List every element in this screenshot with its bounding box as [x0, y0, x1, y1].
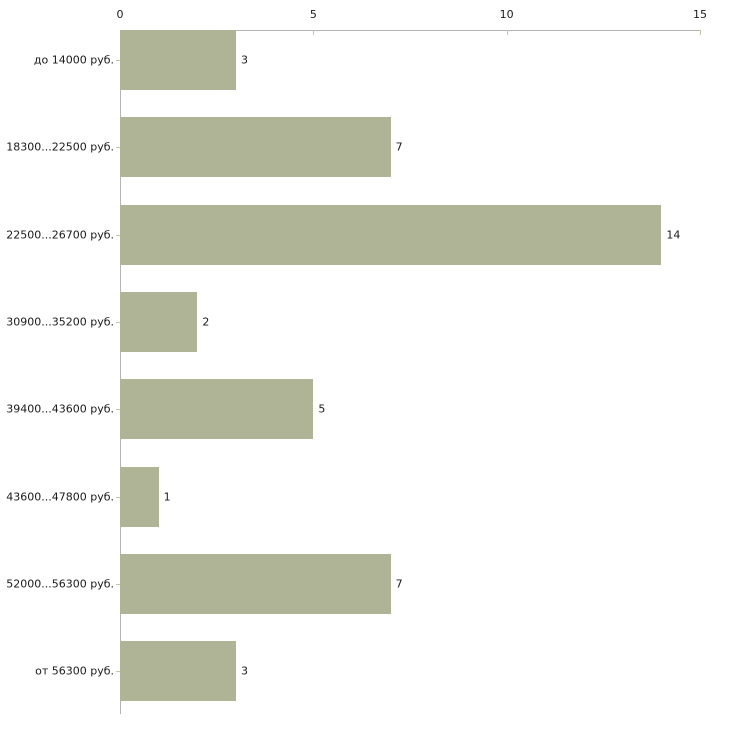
category-label: 39400...43600 руб.	[6, 402, 114, 416]
x-axis-line	[120, 30, 700, 31]
y-axis-line	[120, 30, 121, 714]
bar-value-label: 7	[395, 577, 403, 591]
y-axis-tick	[116, 671, 120, 673]
x-axis-tick	[700, 30, 701, 35]
category-label: 30900...35200 руб.	[6, 315, 114, 329]
bar[interactable]	[120, 641, 236, 702]
bar[interactable]	[120, 30, 236, 90]
category-label: от 56300 руб.	[35, 664, 114, 678]
y-axis-tick	[116, 496, 120, 498]
x-axis-tick-label: 0	[116, 8, 124, 21]
y-axis-tick	[116, 147, 120, 149]
category-label: 18300...22500 руб.	[6, 140, 114, 154]
bar-value-label: 5	[318, 402, 326, 416]
bar[interactable]	[120, 291, 198, 352]
bar-value-label: 3	[241, 664, 248, 678]
bar[interactable]	[120, 466, 159, 527]
y-axis-tick	[116, 60, 120, 61]
bar-value-label: 2	[202, 315, 210, 329]
bar[interactable]	[120, 553, 391, 614]
bar-value-label: 14	[666, 228, 681, 242]
y-axis-tick	[116, 409, 120, 411]
y-axis-tick	[116, 234, 120, 236]
bar[interactable]	[120, 204, 662, 265]
category-label: 43600...47800 руб.	[6, 490, 114, 503]
x-axis-tick	[313, 30, 315, 35]
bar[interactable]	[120, 379, 314, 440]
x-axis-tick-label: 5	[309, 8, 317, 21]
y-axis-tick	[116, 321, 120, 323]
x-axis-tick	[506, 30, 508, 35]
category-label: 22500...26700 руб.	[6, 228, 114, 242]
x-axis-tick-label: 15	[693, 8, 707, 21]
category-label: 52000...56300 руб.	[6, 577, 114, 591]
bar[interactable]	[120, 117, 391, 178]
bar-value-label: 3	[241, 53, 248, 67]
bar-value-label: 7	[395, 140, 403, 154]
category-label: до 14000 руб.	[33, 53, 114, 67]
x-axis-tick-label: 10	[499, 8, 514, 21]
y-axis-tick	[116, 583, 120, 585]
bar-value-label: 1	[163, 490, 171, 503]
